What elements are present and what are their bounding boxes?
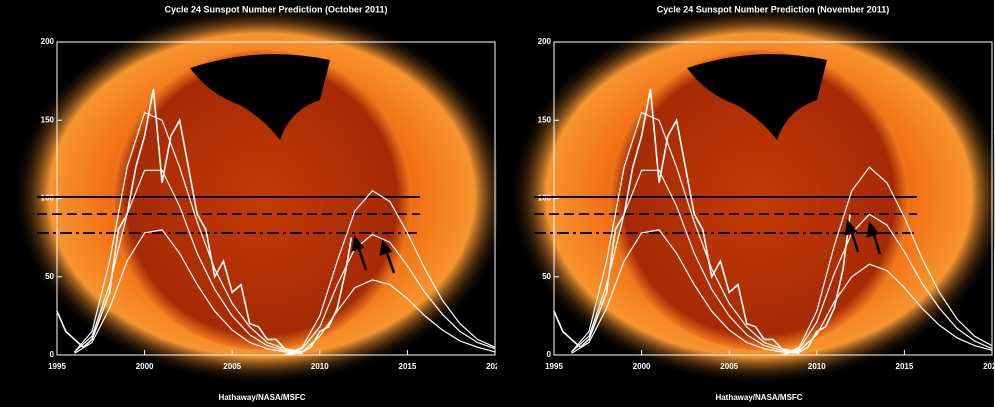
series-line	[284, 279, 496, 356]
x-tick-label: 2000	[136, 362, 154, 371]
chart-panel: Cycle 24 Sunspot Number Prediction (Octo…	[0, 0, 512, 407]
x-tick-label: 2015	[399, 362, 417, 371]
coronal-hole	[190, 54, 330, 140]
arrow-head	[379, 238, 393, 256]
x-tick-label: 2015	[896, 362, 914, 371]
y-tick-label: 150	[41, 115, 55, 124]
series-line	[553, 88, 851, 353]
y-tick-label: 50	[45, 272, 54, 281]
sun-disk	[112, 50, 412, 350]
x-tick-label: 2005	[223, 362, 241, 371]
credit: Hathaway/NASA/MSFC	[218, 393, 305, 402]
y-tick-label: 100	[41, 194, 55, 203]
series-line	[571, 111, 800, 353]
arrow-head	[844, 218, 858, 236]
y-tick-label: 200	[41, 37, 55, 46]
series-line	[781, 213, 993, 356]
arrow-head	[866, 220, 880, 238]
arrow	[356, 245, 368, 271]
series-line	[74, 111, 303, 353]
x-tick-label: 2005	[720, 362, 738, 371]
coronal-hole	[687, 54, 827, 140]
series-line	[56, 88, 353, 353]
x-tick-label: 1995	[48, 362, 66, 371]
x-tick-label: 2020	[983, 362, 995, 371]
arrow	[384, 249, 396, 274]
series-line	[571, 169, 800, 354]
x-tick-label: 2020	[486, 362, 504, 371]
chart-panel: Cycle 24 Sunspot Number Prediction (Nove…	[497, 0, 995, 407]
series-line	[74, 169, 303, 354]
series-line	[781, 263, 993, 356]
y-tick-label: 150	[538, 115, 552, 124]
y-tick-label: 100	[538, 194, 552, 203]
chart-title: Cycle 24 Sunspot Number Prediction (Octo…	[164, 4, 387, 14]
arrows	[351, 218, 882, 274]
arrow-head	[351, 234, 365, 252]
chart-title: Cycle 24 Sunspot Number Prediction (Nove…	[657, 4, 890, 14]
y-tick-label: 200	[538, 37, 552, 46]
arrow	[849, 229, 860, 253]
credit: Hathaway/NASA/MSFC	[715, 393, 802, 402]
y-tick-label: 50	[542, 272, 551, 281]
x-tick-label: 2010	[808, 362, 826, 371]
arrow	[871, 231, 882, 255]
series-line	[74, 229, 303, 354]
y-tick-label: 0	[50, 350, 55, 359]
x-tick-label: 2010	[311, 362, 329, 371]
series-line	[781, 166, 993, 356]
x-tick-label: 1995	[545, 362, 563, 371]
series-line	[571, 229, 800, 354]
series-line	[284, 189, 496, 356]
y-tick-label: 0	[547, 350, 552, 359]
series-line	[284, 233, 496, 356]
x-tick-label: 2000	[633, 362, 651, 371]
